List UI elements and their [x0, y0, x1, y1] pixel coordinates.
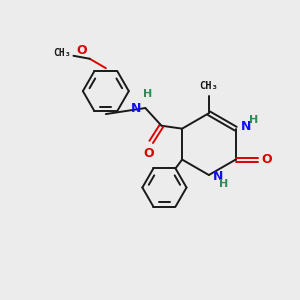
Text: N: N [241, 120, 251, 133]
Text: H: H [249, 116, 258, 125]
Text: N: N [213, 170, 224, 183]
Text: O: O [143, 147, 154, 160]
Text: H: H [219, 179, 228, 189]
Text: O: O [261, 153, 272, 166]
Text: CH₃: CH₃ [53, 48, 70, 58]
Text: O: O [77, 44, 87, 57]
Text: CH₃: CH₃ [200, 81, 218, 91]
Text: N: N [130, 101, 141, 115]
Text: H: H [143, 88, 152, 99]
